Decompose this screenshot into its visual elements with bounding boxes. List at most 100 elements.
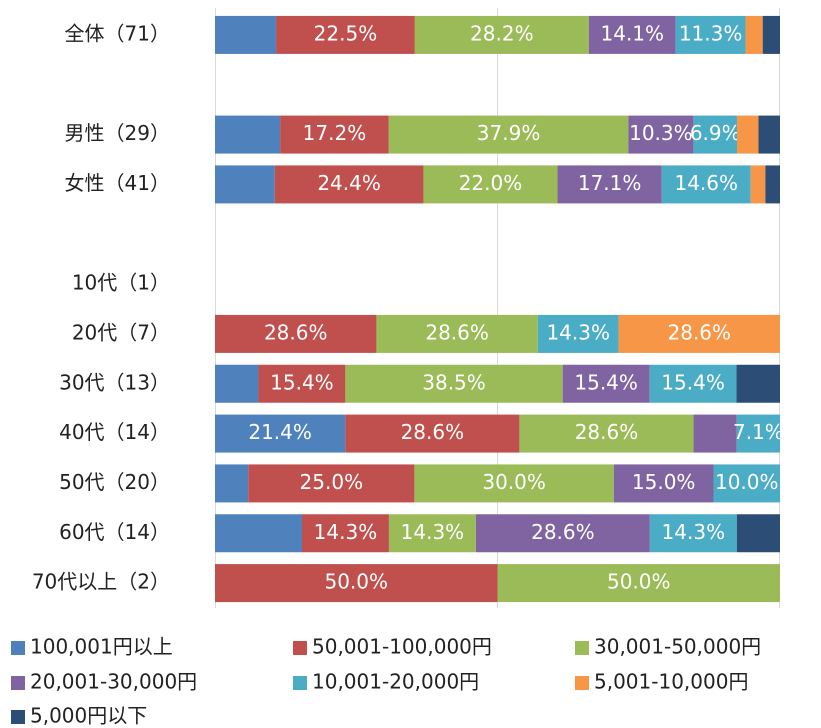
- value-label: 28.6%: [531, 520, 595, 544]
- bar-segment: [345, 414, 520, 453]
- category-label: 10代（1）: [72, 271, 170, 295]
- bar-segment: [649, 364, 737, 403]
- bar-segment: [475, 514, 650, 553]
- value-label: 17.2%: [303, 121, 367, 145]
- bar-segment: [215, 514, 302, 553]
- bar-segment: [613, 464, 714, 503]
- bar-segment: [215, 15, 277, 54]
- bar-segment: [562, 364, 650, 403]
- value-label: 28.6%: [668, 320, 732, 344]
- value-label: 22.5%: [314, 21, 378, 45]
- bar-segment: [276, 15, 415, 54]
- legend-swatch: [11, 710, 25, 724]
- bar-segment: [736, 514, 780, 553]
- value-label: 14.3%: [401, 520, 465, 544]
- value-label: 14.3%: [662, 520, 726, 544]
- bar-segment: [649, 514, 737, 553]
- legend-swatch: [575, 676, 589, 690]
- bar-segment: [618, 314, 780, 353]
- legend-label: 100,001円以上: [30, 635, 173, 659]
- value-label: 15.4%: [661, 370, 725, 394]
- value-label: 30.0%: [482, 470, 546, 494]
- value-label: 6.9%: [690, 121, 741, 145]
- category-label: 全体（71）: [65, 21, 170, 45]
- legend-label: 20,001-30,000円: [30, 670, 197, 694]
- category-label: 30代（13）: [59, 370, 170, 394]
- legend-label: 5,000円以下: [30, 704, 147, 728]
- value-label: 14.6%: [674, 171, 738, 195]
- value-label: 28.6%: [264, 320, 328, 344]
- bar-segment: [758, 115, 780, 154]
- legend-label: 50,001-100,000円: [312, 635, 492, 659]
- bar-segment: [675, 15, 746, 54]
- bar-segment: [736, 414, 780, 453]
- bar-segment: [258, 364, 346, 403]
- value-label: 50.0%: [324, 570, 388, 594]
- bar-segment: [537, 314, 619, 353]
- bar-segment: [388, 115, 629, 154]
- value-label: 25.0%: [300, 470, 364, 494]
- category-label: 40代（14）: [59, 420, 170, 444]
- category-label: 男性（29）: [65, 121, 170, 145]
- bar-segment: [557, 165, 662, 204]
- bar-segment: [750, 165, 766, 204]
- value-label: 37.9%: [477, 121, 541, 145]
- bar-segment: [345, 364, 563, 403]
- value-label: 7.1%: [733, 420, 784, 444]
- value-label: 22.0%: [459, 171, 523, 195]
- category-label: 70代以上（2）: [32, 570, 170, 594]
- legend-swatch: [293, 676, 307, 690]
- value-label: 10.0%: [715, 470, 779, 494]
- bar-segment: [423, 165, 558, 204]
- value-label: 50.0%: [607, 570, 671, 594]
- legend-swatch: [575, 641, 589, 655]
- bar-segment: [301, 514, 389, 553]
- value-label: 28.6%: [575, 420, 639, 444]
- bar-segment: [215, 364, 259, 403]
- bar-segment: [661, 165, 751, 204]
- legend-label: 30,001-50,000円: [594, 635, 761, 659]
- value-label: 14.3%: [314, 520, 378, 544]
- bar-segment: [762, 15, 780, 54]
- legend-label: 10,001-20,000円: [312, 670, 479, 694]
- bar-segment: [693, 414, 737, 453]
- value-label: 28.6%: [425, 320, 489, 344]
- grid: [215, 8, 780, 608]
- bar-segment: [280, 115, 389, 154]
- value-label: 14.3%: [546, 320, 610, 344]
- bar-segment: [745, 15, 763, 54]
- category-label: 60代（14）: [59, 520, 170, 544]
- bar-segment: [628, 115, 694, 154]
- value-label: 15.4%: [574, 370, 638, 394]
- value-label: 14.1%: [601, 21, 665, 45]
- bar-segment: [693, 115, 738, 154]
- value-label: 17.1%: [578, 171, 642, 195]
- value-label: 11.3%: [679, 21, 743, 45]
- value-label: 21.4%: [248, 420, 312, 444]
- value-label: 15.4%: [270, 370, 334, 394]
- bar-segment: [388, 514, 476, 553]
- bar-segment: [588, 15, 676, 54]
- bar-segment: [414, 464, 614, 503]
- category-label: 20代（7）: [72, 320, 170, 344]
- legend-swatch: [293, 641, 307, 655]
- bar-segment: [519, 414, 694, 453]
- legend-swatch: [11, 676, 25, 690]
- bar-segment: [274, 165, 424, 204]
- bar-segment: [736, 364, 780, 403]
- bar-segment: [376, 314, 538, 353]
- bar-segment: [248, 464, 415, 503]
- bar-segment: [215, 564, 498, 603]
- bar-segment: [215, 314, 377, 353]
- bar-segment: [737, 115, 759, 154]
- legend-swatch: [11, 641, 25, 655]
- value-label: 15.0%: [632, 470, 696, 494]
- bar-segment: [713, 464, 780, 503]
- bar-segment: [497, 564, 780, 603]
- value-label: 24.4%: [317, 171, 381, 195]
- bar-segment: [765, 165, 780, 204]
- value-label: 28.6%: [401, 420, 465, 444]
- bar-segment: [414, 15, 589, 54]
- bar-segment: [215, 165, 275, 204]
